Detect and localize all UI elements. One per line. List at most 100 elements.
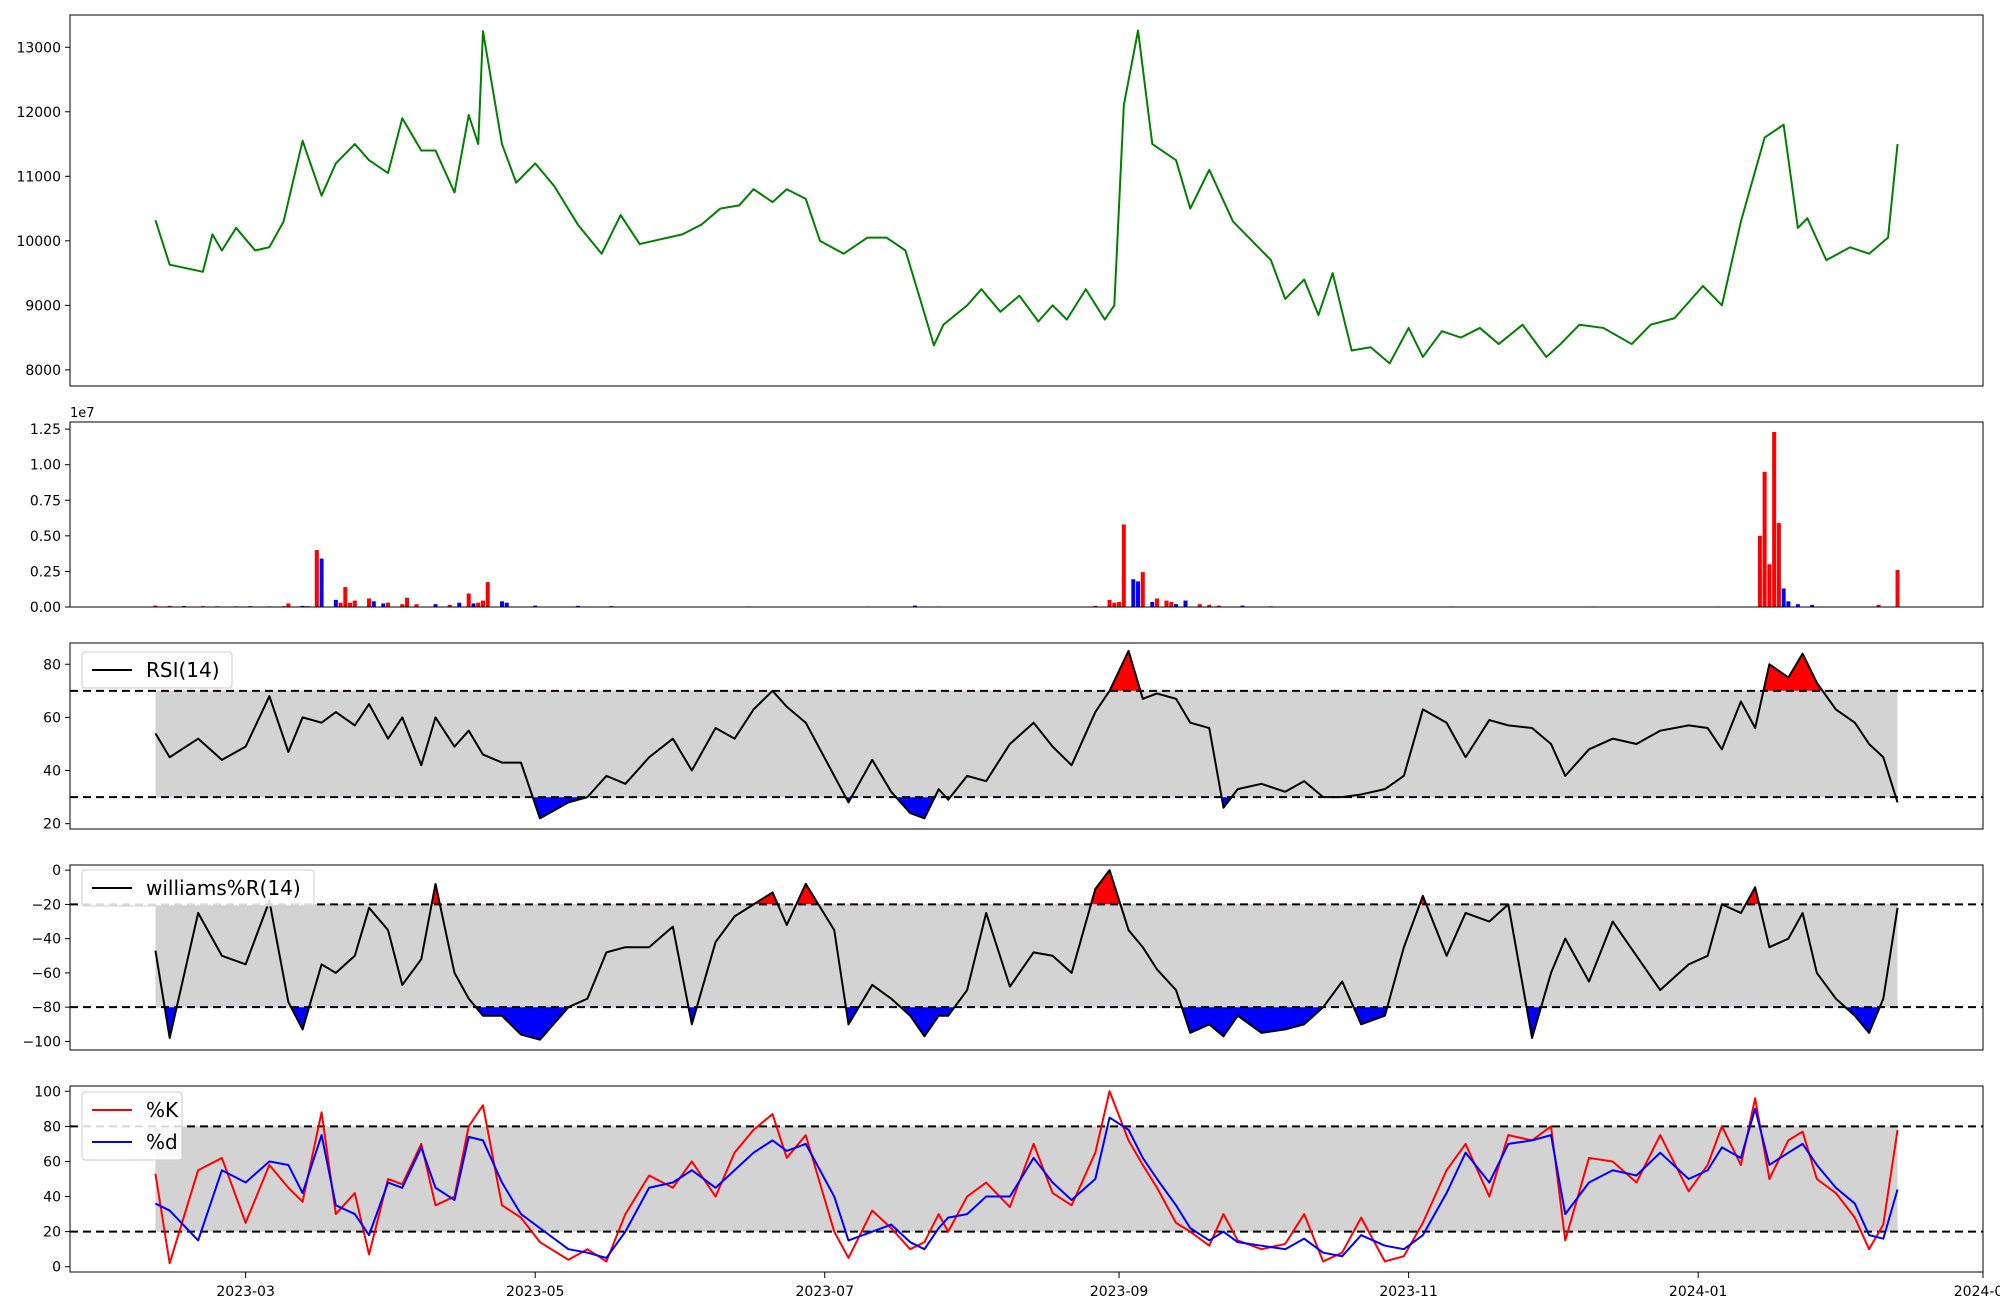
price-ytick-label: 9000 xyxy=(25,298,61,314)
rsi-line xyxy=(154,649,1899,820)
stochastic-frame xyxy=(69,1085,1984,1273)
volume-bar xyxy=(480,600,485,607)
volume-bar xyxy=(1762,471,1767,607)
volume-bar xyxy=(300,605,305,607)
volume-panel: 1e7 0.00 0.25 0.50 0.75 1.00 1.25 xyxy=(30,406,1984,616)
x-tick-label: 2023-09 xyxy=(1090,1284,1149,1300)
stochastic-ytick-label: 20 xyxy=(43,1225,61,1241)
volume-bar xyxy=(333,599,338,607)
volume-bar xyxy=(1810,604,1815,607)
d-line xyxy=(154,1107,1899,1259)
volume-bar xyxy=(1207,604,1212,607)
williams-legend: williams%R(14) xyxy=(81,869,315,907)
x-tick-label: 2023-03 xyxy=(216,1284,275,1300)
price-panel: 8000 9000 10000 11000 12000 13000 xyxy=(16,14,1984,387)
stochastic-ytick-label: 0 xyxy=(52,1260,61,1276)
volume-bar xyxy=(286,603,291,607)
volume-bar xyxy=(1164,600,1169,607)
williams-legend-label: williams%R(14) xyxy=(146,876,301,900)
volume-bar xyxy=(1150,602,1155,607)
volume-bar xyxy=(533,605,538,607)
volume-bar xyxy=(1240,605,1245,607)
williams-line xyxy=(154,869,1899,1041)
rsi-panel: 20 40 60 80 RSI(14) xyxy=(43,642,1984,833)
volume-bar xyxy=(485,582,490,607)
volume-bar xyxy=(433,604,438,607)
williams-neutral-band xyxy=(155,904,1898,1008)
price-frame xyxy=(69,14,1984,387)
williams-ytick-label: −60 xyxy=(31,966,61,982)
price-ytick-label: 12000 xyxy=(16,105,61,121)
volume-bar xyxy=(348,602,353,607)
rsi-legend: RSI(14) xyxy=(81,651,233,689)
williams-ytick-label: 0 xyxy=(52,863,61,879)
williams-ytick-label: −20 xyxy=(31,897,61,913)
volume-bar xyxy=(1121,524,1126,607)
volume-bar xyxy=(167,605,172,607)
price-line xyxy=(154,29,1899,365)
volume-bar xyxy=(1876,604,1881,607)
rsi-ytick-label: 20 xyxy=(43,817,61,833)
volume-bar xyxy=(405,597,410,607)
volume-bar xyxy=(1197,604,1202,607)
volume-bar xyxy=(338,602,343,607)
volume-ytick-label: 1.25 xyxy=(30,422,61,438)
volume-bar xyxy=(575,605,580,607)
volume-bar xyxy=(1776,523,1781,607)
volume-bar xyxy=(1169,602,1174,607)
stochastic-ytick-label: 100 xyxy=(34,1084,61,1100)
volume-bar xyxy=(414,604,419,607)
rsi-ytick-label: 80 xyxy=(43,657,61,673)
volume-bar xyxy=(476,602,481,607)
stochastic-neutral-band xyxy=(155,1126,1898,1232)
rsi-legend-label: RSI(14) xyxy=(146,658,220,682)
volume-bar xyxy=(1183,600,1188,607)
stochastic-legend: %K %d xyxy=(81,1091,183,1161)
volume-bar xyxy=(504,602,509,607)
rsi-plot-layer: 20 40 60 80 xyxy=(43,642,1984,833)
volume-bar xyxy=(471,603,476,607)
stochastic-ytick-label: 40 xyxy=(43,1190,61,1206)
williams-plot-layer: −100 −80 −60 −40 −20 0 xyxy=(23,863,1984,1051)
volume-bar xyxy=(1093,605,1098,607)
volume-bar xyxy=(447,604,452,607)
volume-bar xyxy=(314,550,319,607)
volume-ytick-label: 0.75 xyxy=(30,493,61,509)
volume-bar xyxy=(1136,581,1141,607)
volume-bar xyxy=(153,605,158,607)
rsi-legend-box xyxy=(81,651,233,689)
volume-ytick-label: 0.50 xyxy=(30,529,61,545)
volume-ytick-label: 0.00 xyxy=(30,600,61,616)
x-tick-label: 2023-07 xyxy=(796,1284,855,1300)
price-ytick-label: 11000 xyxy=(16,169,61,185)
volume-bar xyxy=(499,601,504,607)
williams-ytick-label: −40 xyxy=(31,932,61,948)
volume-bar xyxy=(1795,604,1800,607)
volume-bar xyxy=(1174,604,1179,607)
volume-bar xyxy=(1767,564,1772,607)
stochastic-panel: 0 20 40 60 80 100 %K %d xyxy=(34,1084,1984,1276)
price-ytick-label: 10000 xyxy=(16,234,61,250)
volume-ytick-label: 1.00 xyxy=(30,458,61,474)
volume-bar xyxy=(371,601,376,607)
rsi-ytick-label: 60 xyxy=(43,710,61,726)
stochastic-ytick-label: 60 xyxy=(43,1154,61,1170)
williams-frame xyxy=(69,864,1984,1051)
volume-bar xyxy=(1786,601,1791,607)
rsi-frame xyxy=(69,642,1984,830)
k-legend-label: %K xyxy=(146,1098,179,1122)
volume-bar xyxy=(1216,605,1221,607)
volume-bar xyxy=(367,598,372,607)
volume-bar xyxy=(1757,535,1762,607)
volume-bar xyxy=(1781,588,1786,607)
volume-bar xyxy=(381,603,386,607)
x-axis: 2023-03 2023-05 2023-07 2023-09 2023-11 2024-… xyxy=(216,1272,2000,1300)
volume-frame xyxy=(69,421,1984,608)
volume-bar xyxy=(1155,598,1160,607)
x-tick-label: 2024-01 xyxy=(1669,1284,1728,1300)
volume-bar xyxy=(912,605,917,607)
williams-legend-box xyxy=(81,869,315,907)
volume-bar xyxy=(319,558,324,607)
